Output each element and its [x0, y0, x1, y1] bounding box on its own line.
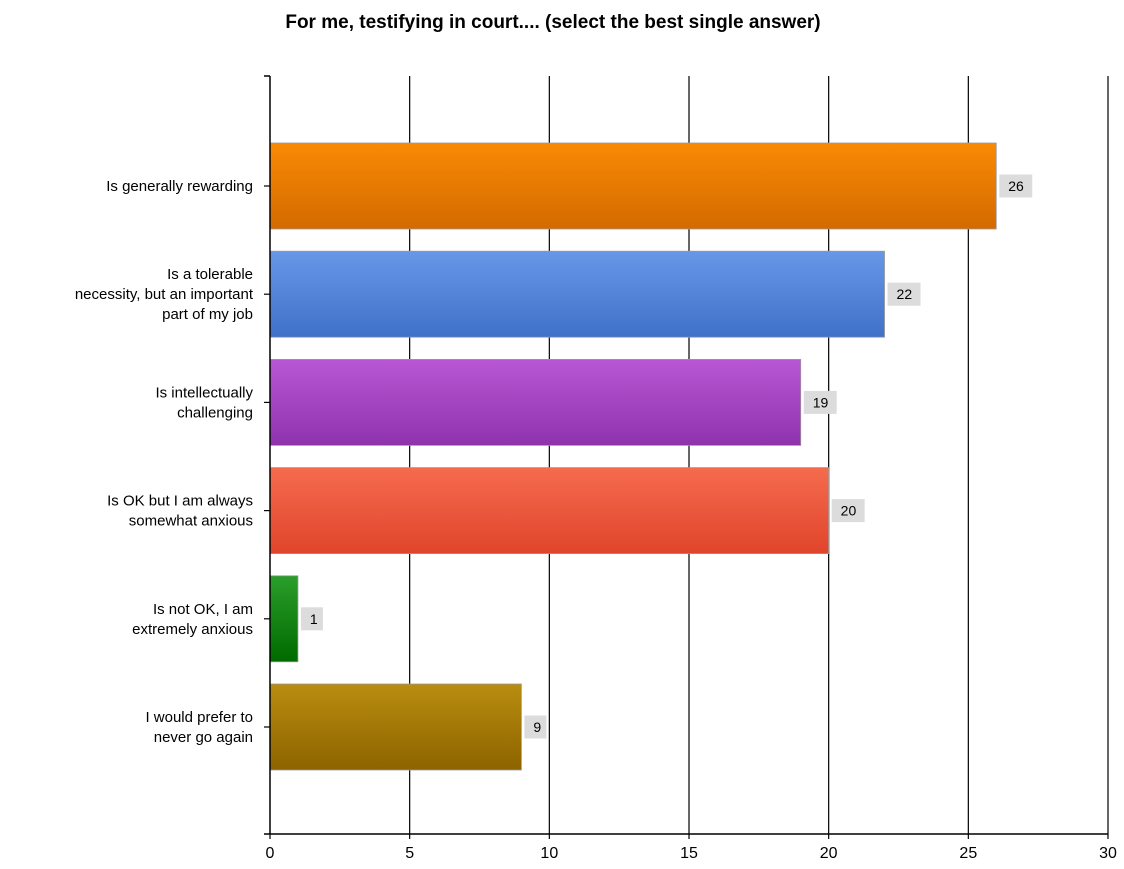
- value-label-bg: [803, 390, 837, 414]
- category-label: Is generally rewarding: [106, 178, 253, 195]
- value-label: 19: [813, 394, 829, 410]
- value-label-bg: [887, 282, 921, 306]
- axes: [264, 75, 1109, 839]
- chart-title: For me, testifying in court.... (select …: [285, 12, 820, 33]
- bars: [269, 142, 997, 771]
- x-tick-label: 30: [1099, 845, 1117, 862]
- bar-5: [269, 683, 522, 771]
- category-label: Is a tolerable necessity, but an importan…: [75, 266, 254, 323]
- labels: 0 5 10 15 20 25 30 Is generally rewarding 26 Is a…: [75, 174, 1117, 862]
- bar-0: [269, 142, 997, 230]
- value-label: 20: [841, 503, 857, 519]
- x-tick-label: 10: [540, 845, 558, 862]
- value-label: 9: [533, 719, 541, 735]
- value-label-bg: [524, 715, 547, 739]
- value-label: 22: [897, 286, 913, 302]
- value-label-bg: [831, 499, 865, 523]
- x-tick-label: 25: [959, 845, 977, 862]
- bar-3: [269, 467, 830, 555]
- bar-4: [269, 575, 299, 663]
- x-tick-label: 20: [820, 845, 838, 862]
- bar-2: [269, 358, 802, 446]
- x-tick-label: 5: [405, 845, 414, 862]
- bar-1: [269, 250, 885, 338]
- value-label: 26: [1008, 178, 1024, 194]
- category-label: Is not OK, I am extremely anxious: [132, 601, 253, 638]
- x-tick-label: 0: [266, 845, 275, 862]
- value-label: 1: [310, 611, 318, 627]
- value-label-bg: [999, 174, 1033, 198]
- value-label-bg: [300, 607, 323, 631]
- x-tick-label: 15: [680, 845, 698, 862]
- category-label: Is intellectually challenging: [155, 384, 253, 421]
- category-label: I would prefer to never go again: [145, 709, 253, 746]
- category-label: Is OK but I am always somewhat anxious: [107, 493, 253, 530]
